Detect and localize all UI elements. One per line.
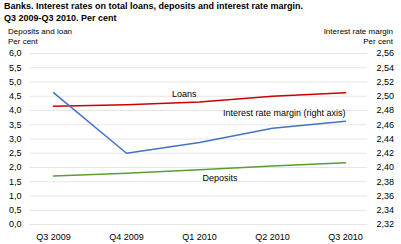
svg-text:2,36: 2,36 [377, 191, 395, 201]
svg-text:Q4 2009: Q4 2009 [109, 232, 144, 242]
svg-text:2,46: 2,46 [377, 120, 395, 130]
svg-text:2,42: 2,42 [377, 148, 395, 158]
svg-text:3,0: 3,0 [9, 134, 22, 144]
svg-text:2,5: 2,5 [9, 148, 22, 158]
svg-text:0,5: 0,5 [9, 205, 22, 215]
html-text:Banks. Interest rates on total: Banks. Interest rates on total loans, de… [4, 1, 304, 11]
svg-text:Interest rate margin (right ax: Interest rate margin (right axis) [223, 108, 346, 118]
svg-text:6,0: 6,0 [9, 48, 22, 58]
svg-text:5,5: 5,5 [9, 63, 22, 73]
svg-text:Q1 2010: Q1 2010 [182, 232, 217, 242]
html-text:Q3 2009-Q3 2010. Per cent: Q3 2009-Q3 2010. Per cent [4, 13, 117, 23]
html-text:Interest rate margin: Interest rate margin [323, 27, 393, 36]
svg-text:0,0: 0,0 [9, 219, 22, 229]
svg-text:2,38: 2,38 [377, 177, 395, 187]
svg-text:Q2 2010: Q2 2010 [255, 232, 290, 242]
svg-text:2,50: 2,50 [377, 91, 395, 101]
svg-text:5,0: 5,0 [9, 77, 22, 87]
svg-text:2,54: 2,54 [377, 63, 395, 73]
svg-text:1,0: 1,0 [9, 191, 22, 201]
svg-text:4,5: 4,5 [9, 91, 22, 101]
svg-text:2,0: 2,0 [9, 162, 22, 172]
svg-text:2,40: 2,40 [377, 162, 395, 172]
svg-text:2,44: 2,44 [377, 134, 395, 144]
html-text:Deposits and loan: Deposits and loan [8, 27, 72, 36]
svg-text:2,32: 2,32 [377, 219, 395, 229]
svg-text:2,52: 2,52 [377, 77, 395, 87]
html-text:Per cent: Per cent [8, 37, 38, 46]
svg-text:1,5: 1,5 [9, 177, 22, 187]
svg-text:2,56: 2,56 [377, 48, 395, 58]
svg-text:2,48: 2,48 [377, 105, 395, 115]
html-text:Per cent: Per cent [363, 37, 393, 46]
svg-text:3,5: 3,5 [9, 120, 22, 130]
svg-text:Deposits: Deposits [203, 173, 239, 183]
svg-text:Q3 2009: Q3 2009 [36, 232, 71, 242]
svg-text:4,0: 4,0 [9, 105, 22, 115]
svg-text:Loans: Loans [172, 89, 197, 99]
svg-text:2,34: 2,34 [377, 205, 395, 215]
svg-text:Q3 2010: Q3 2010 [328, 232, 363, 242]
